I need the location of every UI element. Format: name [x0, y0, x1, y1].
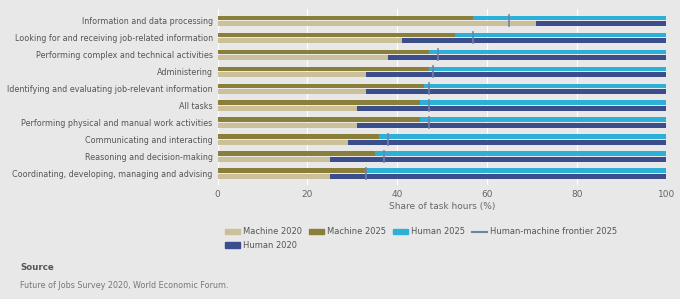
Bar: [456, 33, 666, 37]
Bar: [218, 55, 388, 60]
Legend: Machine 2020, Human 2020, Machine 2025, Human 2025, Human-machine frontier 2025: Machine 2020, Human 2020, Machine 2025, …: [222, 224, 621, 253]
Bar: [218, 89, 366, 94]
Bar: [218, 140, 347, 145]
Bar: [218, 123, 357, 128]
Bar: [218, 174, 330, 179]
Bar: [330, 157, 666, 162]
Bar: [537, 21, 666, 26]
Text: Source: Source: [20, 263, 54, 272]
Bar: [218, 50, 428, 54]
Bar: [218, 21, 537, 26]
Bar: [330, 174, 666, 179]
Bar: [218, 83, 424, 88]
Bar: [218, 135, 379, 139]
Bar: [357, 123, 666, 128]
Bar: [218, 151, 375, 156]
Bar: [218, 106, 357, 111]
Bar: [357, 106, 666, 111]
Text: Future of Jobs Survey 2020, World Economic Forum.: Future of Jobs Survey 2020, World Econom…: [20, 281, 229, 290]
Bar: [218, 38, 402, 43]
Bar: [218, 168, 366, 173]
Bar: [428, 67, 666, 71]
Bar: [366, 72, 666, 77]
Bar: [218, 16, 473, 20]
Bar: [218, 67, 428, 71]
Bar: [402, 38, 666, 43]
Bar: [218, 100, 420, 105]
Bar: [366, 89, 666, 94]
Bar: [218, 118, 420, 122]
Bar: [388, 55, 666, 60]
Bar: [428, 50, 666, 54]
Bar: [420, 100, 666, 105]
Bar: [366, 168, 666, 173]
Bar: [379, 135, 666, 139]
Bar: [218, 72, 366, 77]
Bar: [218, 33, 456, 37]
Bar: [375, 151, 666, 156]
Bar: [347, 140, 666, 145]
Bar: [218, 157, 330, 162]
X-axis label: Share of task hours (%): Share of task hours (%): [389, 202, 495, 211]
Bar: [473, 16, 666, 20]
Bar: [420, 118, 666, 122]
Bar: [424, 83, 666, 88]
